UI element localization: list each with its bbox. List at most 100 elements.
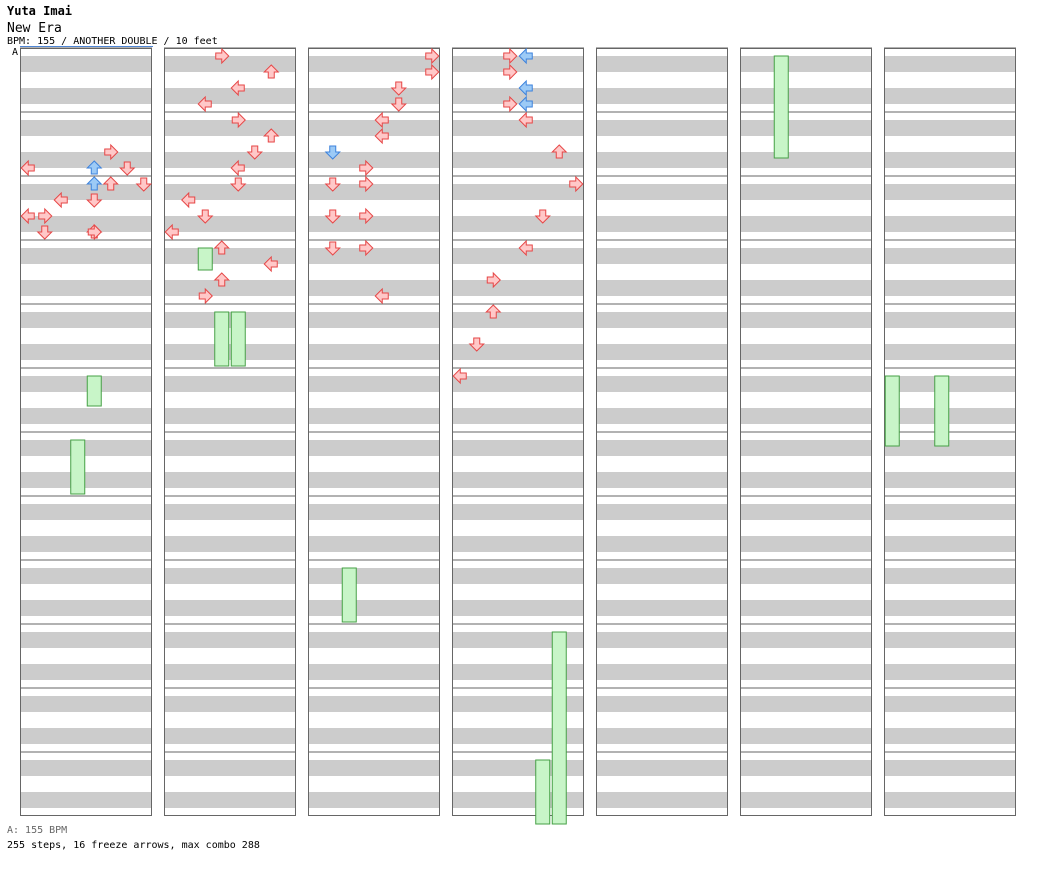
stripe-band — [308, 376, 440, 392]
stripe-light — [884, 720, 1016, 728]
stripe-light — [452, 496, 584, 504]
step-arrow — [263, 255, 278, 273]
stripe-light — [884, 528, 1016, 536]
stripe-light — [164, 592, 296, 600]
stripe-band — [20, 216, 152, 232]
stripe-light — [20, 272, 152, 280]
arrow-glyph — [468, 337, 485, 352]
stripe-light — [884, 752, 1016, 760]
stripe-light — [740, 784, 872, 792]
stripe-band — [452, 88, 584, 104]
stripe-band — [308, 472, 440, 488]
bpm-marker: A — [12, 47, 19, 58]
stripe-band — [884, 56, 1016, 72]
arrow-glyph — [518, 95, 533, 113]
stripe-light — [740, 432, 872, 440]
stripe-band — [164, 152, 296, 168]
stripe-light — [596, 368, 728, 376]
stripe-light — [596, 48, 728, 56]
stripe-light — [452, 368, 584, 376]
stripe-light — [20, 240, 152, 248]
stripe-band — [452, 184, 584, 200]
stripe-band — [740, 184, 872, 200]
stripe-light — [884, 400, 1016, 408]
stripe-light — [596, 496, 728, 504]
stripe-band — [452, 440, 584, 456]
stripe-band — [20, 120, 152, 136]
step-arrow — [119, 161, 136, 176]
arrow-glyph — [164, 223, 179, 241]
stripe-band — [452, 728, 584, 744]
stripe-band — [20, 664, 152, 680]
stripe-band — [308, 56, 440, 72]
stripe-band — [164, 504, 296, 520]
stripe-light — [164, 48, 296, 56]
stripe-band — [452, 504, 584, 520]
stripe-light — [596, 400, 728, 408]
stripe-band — [308, 280, 440, 296]
stripe-band — [596, 536, 728, 552]
stripe-light — [20, 720, 152, 728]
step-arrow — [503, 63, 518, 81]
stripe-light — [164, 752, 296, 760]
arrow-glyph — [213, 240, 230, 255]
stripe-band — [20, 504, 152, 520]
step-arrow — [324, 177, 341, 192]
arrow-glyph — [324, 209, 341, 224]
step-arrow — [36, 225, 53, 240]
stripe-band — [884, 408, 1016, 424]
stripe-band — [740, 696, 872, 712]
chart-info: BPM: 155 / ANOTHER DOUBLE / 10 feet — [7, 36, 218, 47]
stripe-light — [452, 688, 584, 696]
arrow-glyph — [215, 47, 230, 65]
stripe-light — [740, 560, 872, 568]
arrow-glyph — [197, 209, 214, 224]
stripe-light — [452, 560, 584, 568]
step-arrow — [53, 191, 68, 209]
arrow-glyph — [518, 239, 533, 257]
stripe-light — [452, 624, 584, 632]
step-arrow — [485, 304, 502, 319]
stripe-band — [452, 376, 584, 392]
stripe-light — [596, 176, 728, 184]
arrow-glyph — [359, 207, 374, 225]
stripe-light — [740, 48, 872, 56]
arrow-glyph — [86, 160, 103, 175]
stripe-band — [596, 632, 728, 648]
stripe-band — [20, 88, 152, 104]
stripe-light — [164, 688, 296, 696]
stripe-light — [452, 304, 584, 312]
stripe-band — [596, 728, 728, 744]
stripe-light — [884, 656, 1016, 664]
stripe-light — [740, 336, 872, 344]
freeze-arrow — [934, 375, 950, 447]
stripe-band — [164, 280, 296, 296]
column-border — [308, 48, 440, 816]
stripe-band — [452, 344, 584, 360]
stripe-light — [164, 656, 296, 664]
stripe-band — [452, 568, 584, 584]
stripe-band — [884, 536, 1016, 552]
stripe-light — [20, 496, 152, 504]
stripe-light — [20, 112, 152, 120]
stripe-band — [308, 344, 440, 360]
stripe-light — [596, 304, 728, 312]
stripe-light — [740, 112, 872, 120]
stripe-light — [884, 112, 1016, 120]
stripe-light — [20, 592, 152, 600]
stripe-band — [452, 56, 584, 72]
stripe-band — [164, 376, 296, 392]
stripe-light — [740, 720, 872, 728]
step-arrow — [102, 176, 119, 191]
stripe-light — [308, 304, 440, 312]
stripe-band — [596, 184, 728, 200]
stripe-light — [164, 240, 296, 248]
stripe-light — [740, 176, 872, 184]
arrow-glyph — [102, 176, 119, 191]
stripe-band — [596, 664, 728, 680]
song-title: New Era — [7, 21, 62, 36]
stripe-band — [452, 632, 584, 648]
step-arrow — [569, 175, 584, 193]
stripe-light — [596, 464, 728, 472]
arrow-glyph — [374, 111, 389, 129]
